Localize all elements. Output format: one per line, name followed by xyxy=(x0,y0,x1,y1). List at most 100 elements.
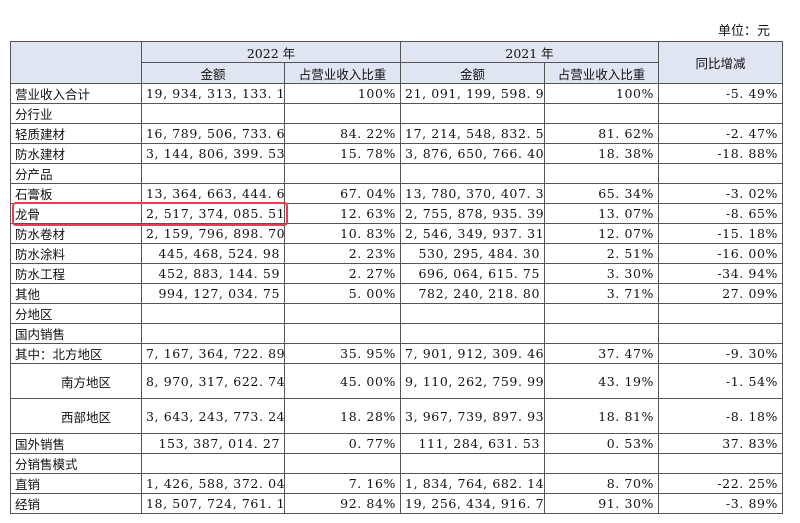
change-value: -8. 18% xyxy=(658,398,784,434)
amount-2021: 696, 064, 615. 75 xyxy=(400,263,546,284)
amount-2022: 452, 883, 144. 59 xyxy=(141,263,285,284)
empty-cell xyxy=(658,323,784,344)
amount-2022: 153, 387, 014. 27 xyxy=(141,433,285,454)
empty-cell xyxy=(544,303,660,324)
ratio-2021: 81. 62% xyxy=(544,123,660,144)
ratio-2021: 18. 38% xyxy=(544,143,660,164)
ratio-2021: 65. 34% xyxy=(544,183,660,204)
ratio-2021: 18. 81% xyxy=(544,398,660,434)
ratio-2022: 10. 83% xyxy=(283,223,402,244)
ratio-2022: 84. 22% xyxy=(283,123,402,144)
ratio-2022: 0. 77% xyxy=(283,433,402,454)
amount-2021: 9, 110, 262, 759. 99 xyxy=(400,363,546,399)
amount-2022: 16, 789, 506, 733. 61 xyxy=(141,123,285,144)
amount-2021: 1, 834, 764, 682. 14 xyxy=(400,473,546,494)
section-label: 分行业 xyxy=(10,103,142,124)
change-value: -2. 47% xyxy=(658,123,784,144)
amount-2022: 3, 643, 243, 773. 24 xyxy=(141,398,285,434)
amount-2021: 19, 256, 434, 916. 77 xyxy=(400,493,546,514)
amount-2022: 1, 426, 588, 372. 04 xyxy=(141,473,285,494)
amount-2022: 7, 167, 364, 722. 89 xyxy=(141,343,285,364)
change-value: -5. 49% xyxy=(658,83,784,104)
header-blank xyxy=(10,41,142,84)
amount-2021: 13, 780, 370, 407. 36 xyxy=(400,183,546,204)
amount-2022: 2, 517, 374, 085. 51 xyxy=(141,203,285,224)
empty-cell xyxy=(141,453,285,474)
ratio-2022: 2. 23% xyxy=(283,243,402,264)
empty-cell xyxy=(283,323,402,344)
section-row-region: 分地区 xyxy=(10,303,784,324)
amount-2021: 3, 876, 650, 766. 40 xyxy=(400,143,546,164)
change-value: -15. 18% xyxy=(658,223,784,244)
row-label: 营业收入合计 xyxy=(10,83,142,104)
header-change: 同比增减 xyxy=(658,41,784,84)
amount-2021: 782, 240, 218. 80 xyxy=(400,283,546,304)
empty-cell xyxy=(283,163,402,184)
amount-2021: 17, 214, 548, 832. 51 xyxy=(400,123,546,144)
table-row: 防水涂料 445, 468, 524. 98 2. 23% 530, 295, 484… xyxy=(10,243,784,264)
empty-cell xyxy=(141,303,285,324)
ratio-2021: 13. 07% xyxy=(544,203,660,224)
table-row: 其他 994, 127, 034. 75 5. 00% 782, 240, 218. … xyxy=(10,283,784,304)
empty-cell xyxy=(400,323,546,344)
change-value: 37. 83% xyxy=(658,433,784,454)
empty-cell xyxy=(544,163,660,184)
change-value: -3. 89% xyxy=(658,493,784,514)
empty-cell xyxy=(544,103,660,124)
empty-cell xyxy=(283,453,402,474)
section-label: 分销售模式 xyxy=(10,453,142,474)
empty-cell xyxy=(658,163,784,184)
table-row: 其中：北方地区 7, 167, 364, 722. 89 35. 95% 7, 901… xyxy=(10,343,784,364)
table-row-domestic: 国内销售 xyxy=(10,323,784,344)
product-rows: 石膏板 13, 364, 663, 444. 61 67. 04% 13, 780, … xyxy=(10,183,784,304)
header-year-2021: 2021 年 xyxy=(400,41,660,63)
section-row-mode: 分销售模式 xyxy=(10,453,784,474)
section-row-product: 分产品 xyxy=(10,163,784,184)
row-label: 其他 xyxy=(10,283,142,304)
table-row: 防水卷材 2, 159, 796, 898. 70 10. 83% 2, 546, 3… xyxy=(10,223,784,244)
unit-label: 单位：元 xyxy=(717,24,770,39)
table-row: 西部地区 3, 643, 243, 773. 24 18. 28% 3, 967, 7… xyxy=(10,398,784,434)
empty-cell xyxy=(658,453,784,474)
change-value: -18. 88% xyxy=(658,143,784,164)
row-label: 防水卷材 xyxy=(10,223,142,244)
header-row-columns: 金额 占营业收入比重 金额 占营业收入比重 xyxy=(11,62,783,84)
table-row: 直销 1, 426, 588, 372. 04 7. 16% 1, 834, 764,… xyxy=(10,473,784,494)
empty-cell xyxy=(544,453,660,474)
table-row: 防水工程 452, 883, 144. 59 2. 27% 696, 064, 615… xyxy=(10,263,784,284)
row-label: 轻质建材 xyxy=(10,123,142,144)
section-label: 分产品 xyxy=(10,163,142,184)
empty-cell xyxy=(544,323,660,344)
empty-cell xyxy=(283,303,402,324)
ratio-2022: 2. 27% xyxy=(283,263,402,284)
row-label: 国外销售 xyxy=(10,433,142,454)
row-label: 防水涂料 xyxy=(10,243,142,264)
row-label: 直销 xyxy=(10,473,142,494)
ratio-2022: 45. 00% xyxy=(283,363,402,399)
mode-rows: 直销 1, 426, 588, 372. 04 7. 16% 1, 834, 764,… xyxy=(10,473,784,514)
empty-cell xyxy=(658,103,784,124)
ratio-2021: 3. 71% xyxy=(544,283,660,304)
ratio-2022: 67. 04% xyxy=(283,183,402,204)
highlight-box xyxy=(11,201,288,226)
table-row: 南方地区 8, 970, 317, 622. 74 45. 00% 9, 110, 2… xyxy=(10,363,784,399)
change-value: -22. 25% xyxy=(658,473,784,494)
row-label: 南方地区 xyxy=(10,363,142,399)
amount-2022: 445, 468, 524. 98 xyxy=(141,243,285,264)
amount-2022: 19, 934, 313, 133. 14 xyxy=(141,83,285,104)
empty-cell xyxy=(141,163,285,184)
amount-2021: 2, 546, 349, 937. 31 xyxy=(400,223,546,244)
ratio-2021: 12. 07% xyxy=(544,223,660,244)
row-label: 防水建材 xyxy=(10,143,142,164)
change-value: -9. 30% xyxy=(658,343,784,364)
ratio-2021: 2. 51% xyxy=(544,243,660,264)
ratio-2021: 43. 19% xyxy=(544,363,660,399)
ratio-2021: 100% xyxy=(544,83,660,104)
amount-2022: 2, 159, 796, 898. 70 xyxy=(141,223,285,244)
change-value: 27. 09% xyxy=(658,283,784,304)
ratio-2021: 0. 53% xyxy=(544,433,660,454)
amount-2021: 530, 295, 484. 30 xyxy=(400,243,546,264)
header-amount-2022: 金额 xyxy=(141,62,285,84)
amount-2021: 111, 284, 631. 53 xyxy=(400,433,546,454)
empty-cell xyxy=(658,303,784,324)
